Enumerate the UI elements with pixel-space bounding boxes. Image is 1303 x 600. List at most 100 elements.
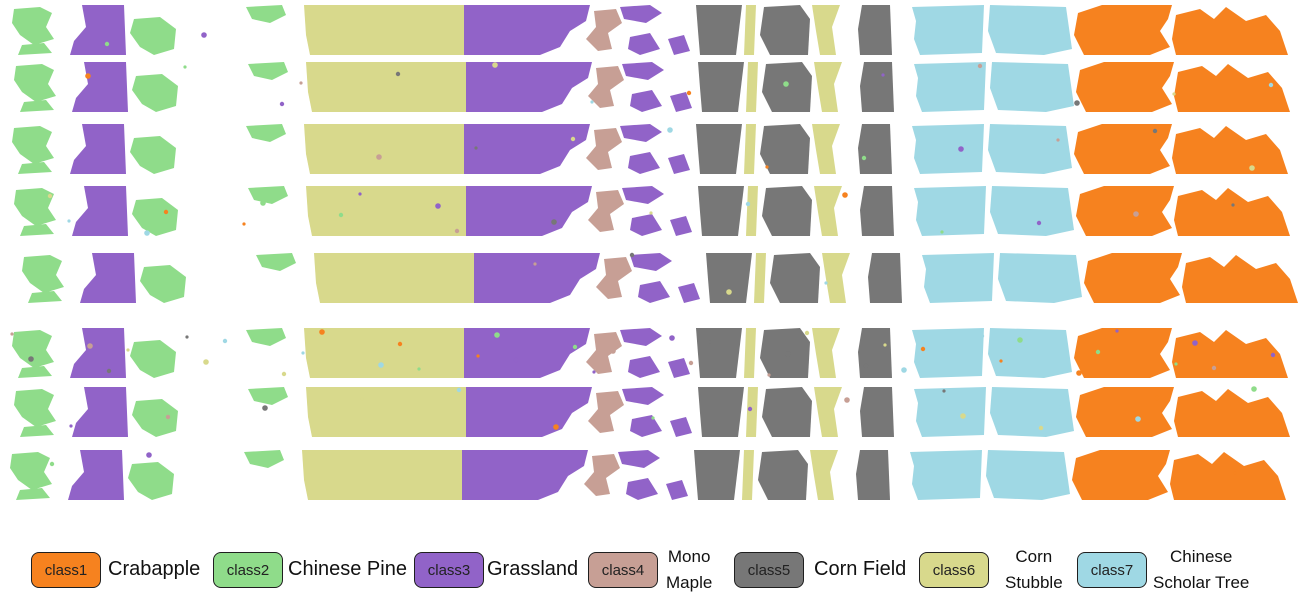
stubble-b: [754, 253, 766, 303]
pine-patch-b: [20, 100, 54, 112]
pine-patch-b: [18, 162, 52, 174]
speckle: [360, 397, 364, 401]
grassland-patch-e: [670, 417, 692, 437]
legend-label-chinese-scholar-tree: Chinese Scholar Tree: [1153, 544, 1249, 596]
map-row-1: [12, 5, 1288, 55]
speckle: [1056, 138, 1060, 142]
legend-label-corn-stubble: Corn Stubble: [1005, 544, 1063, 596]
cornfield-c: [856, 450, 890, 500]
speckle: [494, 332, 500, 338]
stubble-b: [744, 328, 756, 378]
speckle: [667, 127, 673, 133]
speckle: [358, 192, 362, 196]
legend-label-mono-maple: Mono Maple: [666, 544, 712, 596]
speckle: [901, 367, 907, 373]
grassland-patch-c: [620, 124, 662, 142]
speckle: [940, 230, 944, 234]
grassland-patch-d: [638, 281, 670, 303]
crabapple-b: [1182, 255, 1298, 303]
speckle: [85, 73, 91, 79]
speckle: [1251, 386, 1257, 392]
speckle: [435, 203, 441, 209]
speckle: [301, 351, 305, 355]
speckle: [456, 387, 462, 393]
maple-patch: [596, 257, 632, 299]
stubble-b: [744, 5, 756, 55]
grassland-patch-e: [670, 216, 692, 236]
cornfield-b: [770, 253, 820, 303]
scholar-b: [998, 253, 1082, 303]
speckle: [688, 360, 694, 366]
stubble-b: [746, 387, 758, 437]
speckle: [747, 406, 753, 412]
speckle: [262, 405, 268, 411]
speckle: [686, 90, 692, 96]
pine-patch-b: [18, 366, 52, 378]
legend-label-grassland: Grassland: [487, 558, 579, 580]
cornfield-c: [868, 253, 902, 303]
speckle: [476, 354, 480, 358]
speckle: [1017, 337, 1023, 343]
speckle: [28, 356, 34, 362]
speckle: [783, 81, 789, 87]
speckle: [592, 370, 596, 374]
grassland-patch-e: [668, 358, 690, 378]
speckle: [572, 344, 578, 350]
scholar-a: [912, 124, 984, 174]
cornfield-a: [698, 62, 744, 112]
scholar-a: [914, 62, 986, 112]
speckle: [745, 201, 751, 207]
pine-patch-d: [246, 5, 286, 23]
pine-patch-d: [256, 253, 296, 271]
maple-patch: [584, 454, 620, 496]
map-row-8: [10, 450, 1286, 500]
pine-patch-a: [10, 452, 52, 490]
speckle: [861, 155, 867, 161]
speckle: [785, 351, 791, 357]
speckle: [1268, 82, 1274, 88]
grassland-patch-b: [466, 62, 592, 112]
speckle: [319, 329, 325, 335]
map-row-2: [14, 62, 1290, 112]
legend-label-chinese-scholar-tree-line1: Chinese: [1170, 547, 1233, 566]
scholar-a: [914, 387, 986, 437]
crabapple-a: [1072, 450, 1170, 500]
cornfield-c: [860, 62, 894, 112]
speckle: [570, 136, 576, 142]
grassland-patch-c: [620, 5, 662, 23]
crabapple-a: [1074, 5, 1172, 55]
stubble-b: [744, 124, 756, 174]
grassland-patch-b: [466, 186, 592, 236]
grassland-patch-c: [618, 450, 660, 468]
speckle: [1172, 92, 1176, 96]
pine-patch-d: [246, 124, 286, 142]
legend-label-chinese-scholar-tree-line2: Scholar Tree: [1153, 573, 1250, 592]
speckle: [1231, 203, 1235, 207]
scholar-a: [912, 5, 984, 55]
grassland-patch-a: [72, 62, 128, 112]
speckle: [376, 154, 382, 160]
maple-patch: [588, 391, 624, 433]
speckle: [824, 281, 828, 285]
speckle: [551, 219, 557, 225]
grassland-patch-d: [630, 214, 662, 236]
speckle: [260, 200, 266, 206]
speckle: [726, 289, 732, 295]
cornfield-b: [760, 5, 810, 55]
speckle: [338, 212, 344, 218]
grassland-patch-e: [666, 480, 688, 500]
speckle: [146, 452, 152, 458]
speckle: [920, 346, 926, 352]
speckle: [69, 424, 73, 428]
crabapple-b: [1174, 64, 1290, 112]
stubble-b: [746, 186, 758, 236]
pine-patch-c: [140, 265, 186, 303]
speckle: [163, 209, 169, 215]
legend-label-mono-maple-line2: Maple: [666, 573, 713, 592]
legend-label-corn-stubble-line2: Stubble: [1005, 573, 1063, 592]
speckle: [1249, 165, 1255, 171]
map-row-3: [12, 124, 1288, 174]
speckle: [104, 41, 110, 47]
scholar-b: [990, 387, 1074, 437]
speckle: [10, 332, 14, 336]
